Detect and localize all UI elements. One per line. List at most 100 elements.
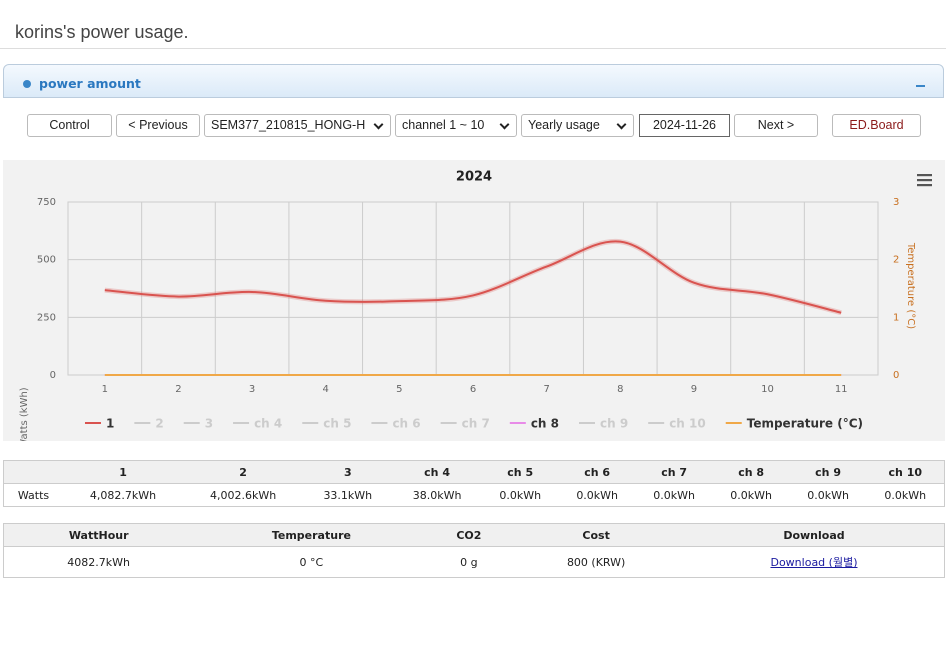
- legend-item[interactable]: ch 9: [579, 417, 628, 431]
- data-cell: 38.0kWh: [412, 488, 462, 502]
- control-button[interactable]: Control: [27, 114, 112, 137]
- legend-item[interactable]: ch 6: [371, 417, 421, 431]
- legend-label: 3: [205, 417, 213, 431]
- legend: 1 2 3 ch 4 ch 5 ch 6 ch 7 ch 8 ch 9 ch 10 Temperat…: [84, 417, 863, 431]
- data-cell: 0 °C: [299, 555, 324, 569]
- data-cell: 0.0kWh: [807, 488, 849, 502]
- legend-label: ch 7: [462, 417, 490, 431]
- panel-title: power amount: [39, 76, 141, 91]
- data-cell: 0.0kWh: [653, 488, 695, 502]
- x-tick-label: 6: [470, 384, 476, 395]
- legend-item[interactable]: ch 5: [302, 417, 351, 431]
- data-row: 4082.7kWh 0 °C 0 g 800 (KRW) Download (월별): [4, 547, 945, 578]
- y2-tick-label: 3: [893, 197, 899, 208]
- legend-label: ch 5: [323, 417, 351, 431]
- legend-label: ch 4: [254, 417, 282, 431]
- legend-item[interactable]: 1: [84, 417, 114, 431]
- y-tick-label: 250: [37, 312, 56, 323]
- x-tick-label: 3: [249, 384, 255, 395]
- header-cell: Download: [683, 523, 945, 547]
- y-tick-label: 0: [50, 370, 56, 381]
- panel-icon: [23, 80, 31, 88]
- x-tick-label: 10: [761, 384, 774, 395]
- x-tick-label: 9: [691, 384, 697, 395]
- y2-axis-title: Temperature (°C): [905, 242, 916, 329]
- y2-tick-label: 0: [893, 370, 899, 381]
- header-row: WattHour Temperature CO2 Cost Download: [3, 523, 945, 547]
- menu-bar: [917, 179, 932, 182]
- legend-label: ch 8: [531, 417, 559, 431]
- legend-label: ch 9: [600, 417, 628, 431]
- channel-select[interactable]: channel 1 ~ 10: [395, 114, 517, 137]
- chart: 2 0 2 4 Watts (kWh) Temperature (°C) 0 250 50…: [3, 160, 945, 441]
- data-row: Watts 4,082.7kWh 4,002.6kWh 33.1kWh 38.0kWh 0…: [4, 484, 945, 507]
- series-line: [104, 240, 842, 314]
- download-link[interactable]: Download (월별): [770, 556, 858, 569]
- data-cell: 33.1kWh: [323, 488, 373, 502]
- data-cell: 0.0kWh: [576, 488, 619, 502]
- page-title: korins's power usage.: [15, 22, 189, 42]
- x-tick-label: 5: [396, 384, 402, 395]
- x-tick-label: 8: [617, 384, 623, 395]
- menu-bar: [917, 174, 932, 177]
- data-cell: 0.0kWh: [499, 488, 542, 502]
- header-cell: 3: [303, 460, 393, 484]
- channel-table: 1 2 3 ch 4 ch 5 ch 6 ch 7 ch 8 ch 9 ch 10 Watts 4,0…: [3, 460, 945, 507]
- collapse-button[interactable]: [916, 85, 925, 87]
- header-cell: ch 5: [481, 460, 559, 484]
- date-input[interactable]: 2024-11-26: [639, 114, 730, 137]
- y-axis-title: Watts (kWh): [19, 387, 30, 441]
- device-select[interactable]: SEM377_210815_HONG-H: [204, 114, 391, 137]
- legend-item[interactable]: 3: [183, 417, 213, 431]
- legend-label: 1: [106, 417, 114, 431]
- divider: [0, 48, 946, 49]
- header-cell: Cost: [508, 523, 684, 547]
- data-cell: 0.0kWh: [884, 488, 927, 502]
- summary-table: WattHour Temperature CO2 Cost Download 4082.7…: [3, 523, 945, 578]
- legend-item[interactable]: Temperature (°C): [725, 417, 863, 431]
- x-tick-label: 2: [175, 384, 181, 395]
- data-cell: 4,082.7kWh: [89, 488, 157, 502]
- header-row: 1 2 3 ch 4 ch 5 ch 6 ch 7 ch 8 ch 9 ch 10: [3, 460, 945, 484]
- data-cell: 800 (KRW): [566, 555, 626, 569]
- header-cell: ch 10: [866, 460, 945, 484]
- legend-item[interactable]: ch 4: [233, 417, 282, 431]
- legend-label: Temperature (°C): [747, 417, 863, 431]
- menu-bar: [917, 184, 932, 187]
- row-label: Watts: [17, 488, 50, 502]
- period-select[interactable]: Yearly usage: [521, 114, 634, 137]
- legend-item[interactable]: ch 10: [648, 417, 706, 431]
- header-cell: Temperature: [193, 523, 430, 547]
- header-cell: 1: [62, 460, 184, 484]
- next-button[interactable]: Next >: [734, 114, 818, 137]
- header-cell: ch 4: [392, 460, 482, 484]
- data-cell: 0 g: [460, 555, 478, 569]
- x-tick-label: 11: [835, 384, 848, 395]
- header-cell: 2: [183, 460, 304, 484]
- panel-header: power amount: [3, 64, 944, 98]
- data-cell: 4,002.6kWh: [210, 488, 277, 502]
- legend-label: 2: [155, 417, 163, 431]
- header-cell: ch 7: [635, 460, 713, 484]
- x-tick-label: 1: [102, 384, 108, 395]
- y2-tick-label: 1: [893, 312, 899, 323]
- menu-icon[interactable]: [917, 174, 932, 187]
- legend-item[interactable]: ch 8: [509, 417, 559, 431]
- y-tick-label: 500: [37, 255, 56, 266]
- legend-label: ch 10: [669, 417, 706, 431]
- y2-tick-label: 2: [893, 255, 899, 266]
- header-cell: CO2: [429, 523, 509, 547]
- x-tick-label: 4: [323, 384, 329, 395]
- header-cell: WattHour: [3, 523, 194, 547]
- y-tick-label: 750: [37, 197, 56, 208]
- data-cell: Download (월별): [684, 547, 945, 578]
- previous-button[interactable]: < Previous: [116, 114, 200, 137]
- legend-label: ch 6: [392, 417, 420, 431]
- header-cell: [3, 460, 63, 484]
- legend-item[interactable]: ch 7: [440, 417, 490, 431]
- board-button[interactable]: ED.Board: [832, 114, 921, 137]
- plot-area: [67, 201, 879, 376]
- legend-item[interactable]: 2: [134, 417, 164, 431]
- data-cell: 4082.7kWh: [67, 555, 131, 569]
